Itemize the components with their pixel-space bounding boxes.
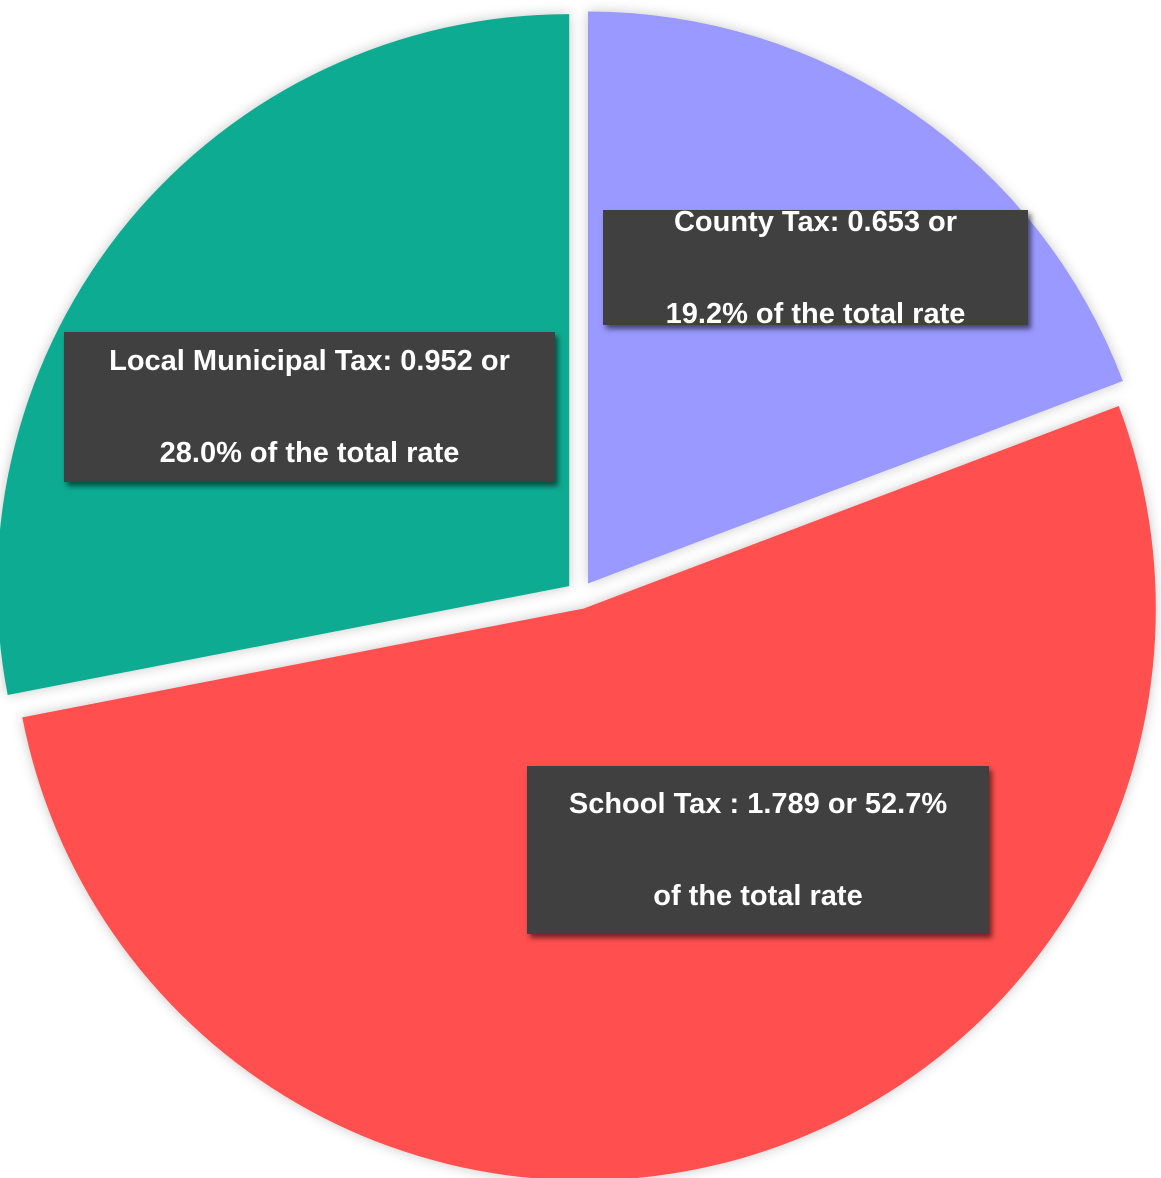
data-label-school-tax: School Tax : 1.789 or 52.7% of the total… [527,766,989,934]
data-label-local-municipal-tax-line1: Local Municipal Tax: 0.952 or [109,345,510,377]
data-label-local-municipal-tax-line2: 28.0% of the total rate [159,437,460,469]
data-label-county-tax-line1: County Tax: 0.653 or [673,205,958,238]
data-label-county-tax: County Tax: 0.653 or 19.2% of the total … [603,206,1028,330]
data-label-school-tax-line2: of the total rate [653,880,863,912]
data-label-local-municipal-tax: Local Municipal Tax: 0.952 or 28.0% of t… [64,332,555,482]
data-label-school-tax-line1: School Tax : 1.789 or 52.7% [568,788,948,820]
data-label-county-tax-line2: 19.2% of the total rate [665,297,966,330]
